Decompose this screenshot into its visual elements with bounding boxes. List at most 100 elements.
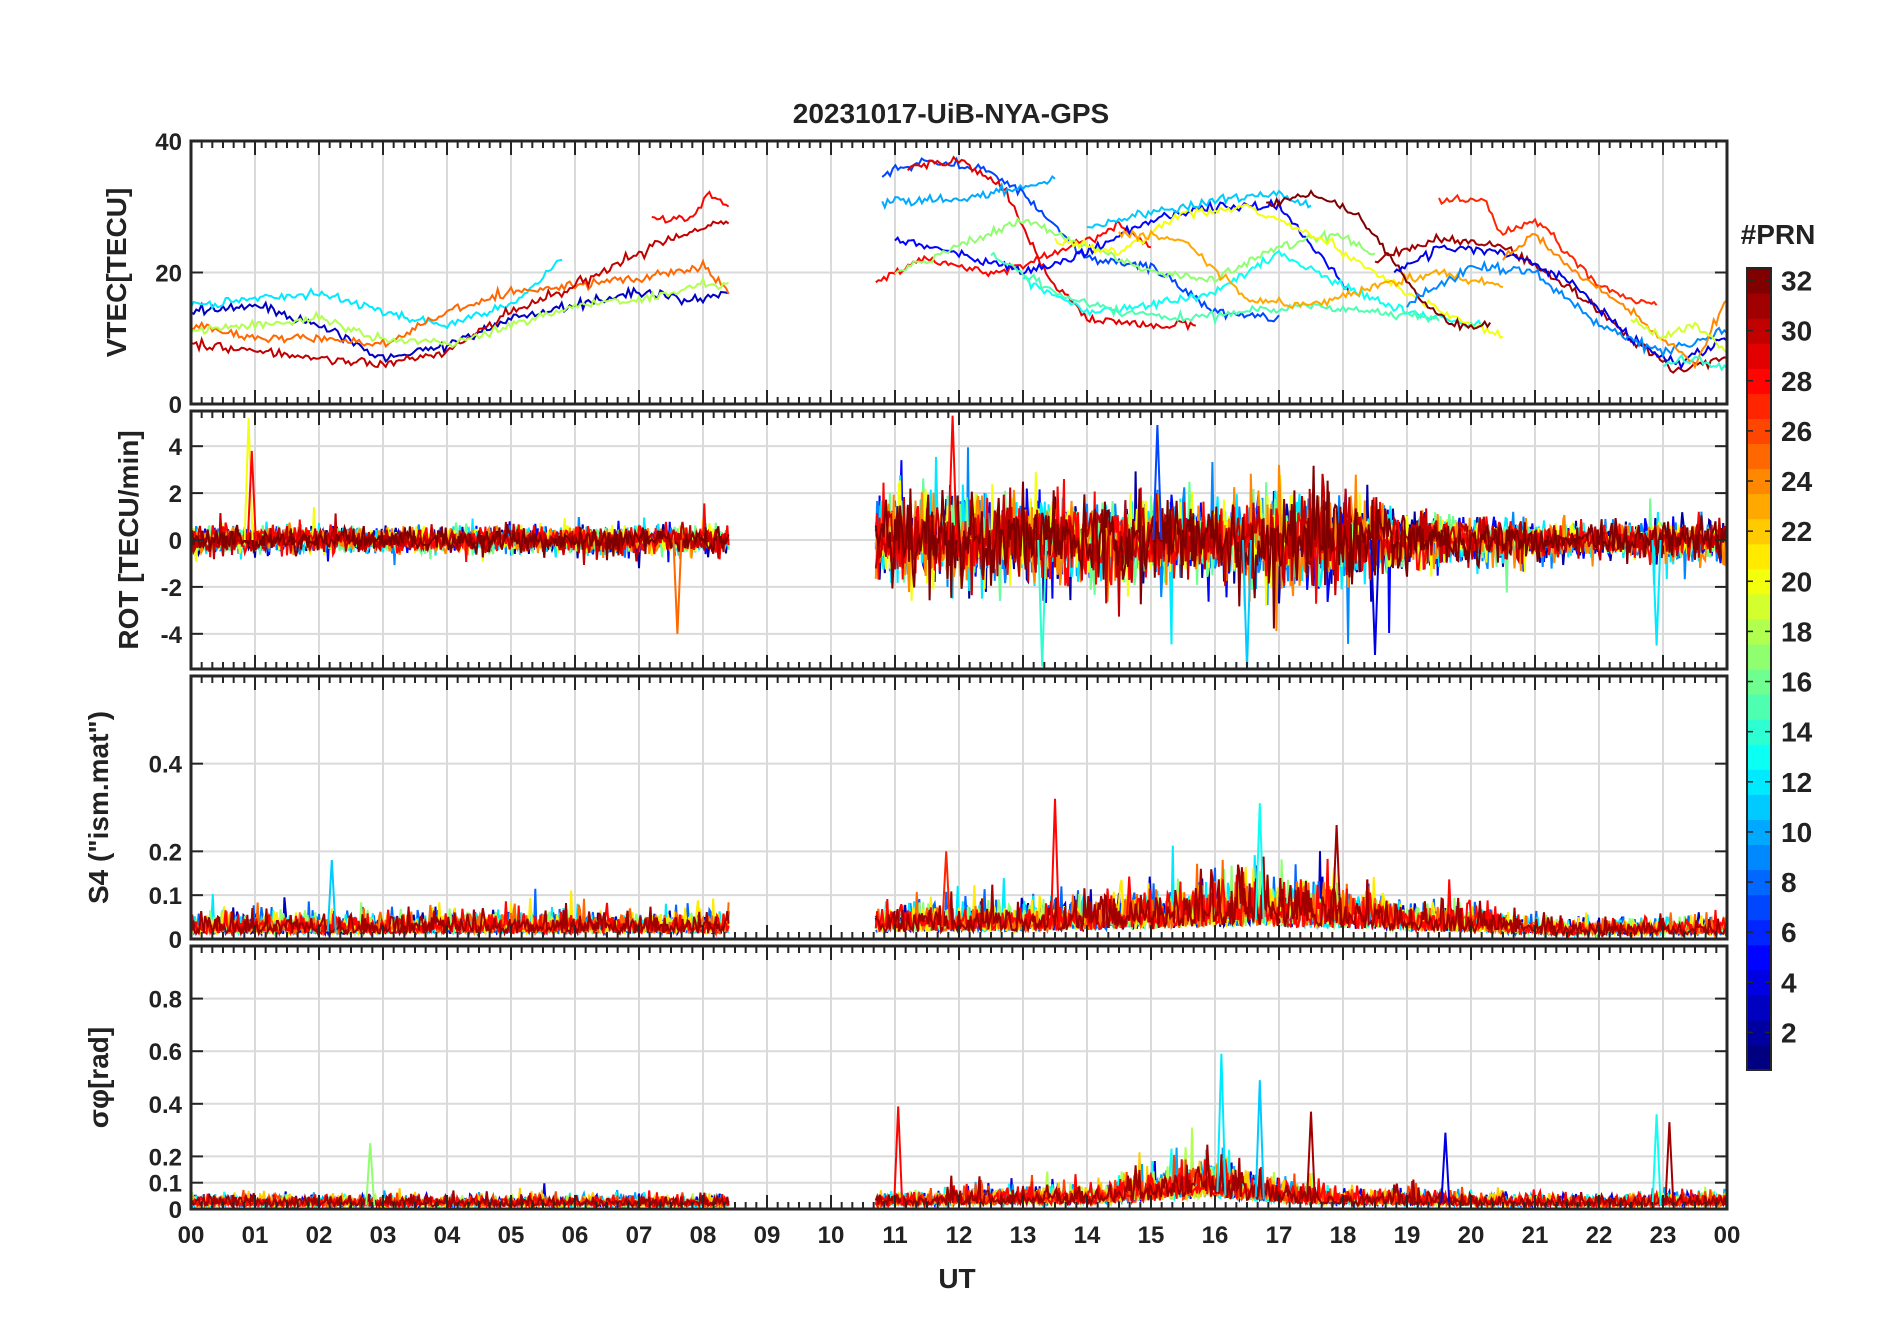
y-tick-label: 0 bbox=[169, 1197, 182, 1224]
x-tick-label: 18 bbox=[1330, 1222, 1357, 1249]
colorbar-swatch bbox=[1747, 744, 1771, 770]
y-tick-label: 0.1 bbox=[149, 883, 182, 910]
rot-spike bbox=[1370, 539, 1380, 655]
y-axis-label: ROT [TECU/min] bbox=[113, 430, 144, 649]
x-tick-label: 05 bbox=[498, 1222, 525, 1249]
y-tick-label: 4 bbox=[169, 434, 183, 461]
vtec-line-prn-20 bbox=[1054, 203, 1504, 340]
vtec-line-prn-9 bbox=[1406, 259, 1727, 359]
vtec-line-prn-29 bbox=[907, 155, 1196, 332]
x-tick-label: 00 bbox=[178, 1222, 205, 1249]
colorbar-swatch bbox=[1747, 343, 1771, 369]
vtec-line-prn-15 bbox=[990, 251, 1440, 326]
x-tick-label: 14 bbox=[1074, 1222, 1101, 1249]
rot-spike bbox=[1651, 539, 1662, 646]
y-tick-label: 0.4 bbox=[149, 752, 183, 779]
y-axis-label: VTEC[TECU] bbox=[101, 188, 132, 358]
sigma_phi-spike bbox=[1306, 1111, 1316, 1203]
colorbar-tick-label: 2 bbox=[1781, 1017, 1797, 1048]
x-tick-label: 04 bbox=[434, 1222, 461, 1249]
colorbar-tick-label: 30 bbox=[1781, 316, 1812, 347]
x-tick-label: 12 bbox=[946, 1222, 973, 1249]
panel-sigma_phi: 00.10.2 0.4 0.6 0.8 σφ[rad] 00 01 02 03 04 05 06 07 0… bbox=[83, 944, 1741, 1249]
colorbar-swatch bbox=[1747, 643, 1771, 670]
x-ticks bbox=[190, 676, 1728, 939]
colorbar-swatch bbox=[1747, 443, 1771, 470]
vtec-line-prn-23 bbox=[1118, 229, 1504, 310]
colorbar-swatch bbox=[1747, 694, 1771, 720]
colorbar-tick-label: 8 bbox=[1781, 867, 1797, 898]
colorbar-tick-label: 6 bbox=[1781, 917, 1797, 948]
colorbar-swatch bbox=[1747, 894, 1771, 921]
colorbar-tick-label: 20 bbox=[1781, 566, 1812, 597]
colorbar-tick-label: 4 bbox=[1781, 967, 1797, 998]
panel-series bbox=[191, 798, 1727, 939]
colorbar-swatch bbox=[1747, 1044, 1771, 1071]
rot-trace-prn-32 bbox=[191, 465, 1727, 629]
x-tick-label: 08 bbox=[690, 1222, 717, 1249]
y-axis-label: σφ[rad] bbox=[83, 1027, 114, 1128]
colorbar-swatch bbox=[1747, 794, 1771, 820]
panel-series bbox=[191, 415, 1727, 669]
x-tick-label: 23 bbox=[1650, 1222, 1677, 1249]
colorbar-tick-label: 24 bbox=[1781, 466, 1813, 497]
s4-spike bbox=[326, 860, 337, 933]
vtec-line-prn-19 bbox=[1630, 316, 1727, 353]
y-tick-label: 0 bbox=[169, 528, 182, 555]
rot-spike bbox=[1152, 425, 1163, 541]
x-tick-label: 00 bbox=[1714, 1222, 1741, 1249]
s4-spike bbox=[1050, 798, 1060, 929]
x-tick-label: 11 bbox=[882, 1222, 907, 1249]
sigma_phi-spike bbox=[1216, 1053, 1227, 1196]
y-tick-label: 0 bbox=[169, 927, 182, 954]
x-tick-label: 01 bbox=[242, 1222, 269, 1249]
chart-title: 20231017-UiB-NYA-GPS bbox=[793, 98, 1109, 129]
rot-spike bbox=[947, 415, 958, 541]
sigma_phi-spike bbox=[1440, 1132, 1451, 1205]
x-ticks bbox=[190, 946, 1728, 1209]
x-tick-label: 15 bbox=[1138, 1222, 1165, 1249]
colorbar-tick-label: 12 bbox=[1781, 767, 1812, 798]
rot-spike bbox=[1037, 539, 1048, 667]
colorbar-tick-label: 14 bbox=[1781, 717, 1813, 748]
colorbar-swatch bbox=[1747, 844, 1771, 871]
x-tick-label: 13 bbox=[1010, 1222, 1037, 1249]
vtec-line-prn-12 bbox=[191, 258, 563, 330]
colorbar-tick-label: 22 bbox=[1781, 516, 1812, 547]
vtec-line-prn-4 bbox=[1393, 244, 1727, 371]
sigma_phi-spike bbox=[893, 1106, 904, 1205]
vtec-line-prn-30 bbox=[191, 219, 730, 369]
colorbar-swatch bbox=[1747, 293, 1771, 319]
colorbar-swatch bbox=[1747, 493, 1771, 520]
y-tick-label: 40 bbox=[155, 129, 182, 156]
sigma_phi-spike bbox=[365, 1143, 376, 1206]
y-tick-label: 0.8 bbox=[149, 987, 182, 1014]
sigma_phi-spike bbox=[1254, 1080, 1265, 1200]
y-axis-label: S4 ("ism.mat") bbox=[83, 711, 114, 904]
colorbar-label: #PRN bbox=[1741, 219, 1816, 250]
x-tick-label: 20 bbox=[1458, 1222, 1485, 1249]
x-tick-label: 06 bbox=[562, 1222, 589, 1249]
y-tick-label: 0.6 bbox=[149, 1039, 182, 1066]
vtec-line-prn-11 bbox=[1086, 189, 1312, 229]
vtec-line-prn-25 bbox=[191, 258, 730, 349]
sigma_phi-spike bbox=[1651, 1114, 1662, 1205]
colorbar-tick-label: 16 bbox=[1781, 667, 1812, 698]
colorbar-frame bbox=[1746, 267, 1772, 1071]
x-tick-label: 17 bbox=[1266, 1222, 1293, 1249]
panel-grid bbox=[191, 676, 1727, 939]
x-ticks bbox=[190, 411, 1728, 669]
s4-spike bbox=[1331, 824, 1342, 925]
x-tick-label: 07 bbox=[626, 1222, 653, 1249]
colorbar-tick-label: 28 bbox=[1781, 366, 1812, 397]
s4-spike bbox=[1254, 803, 1265, 924]
x-tick-label: 09 bbox=[754, 1222, 781, 1249]
colorbar-tick-label: 18 bbox=[1781, 616, 1812, 647]
x-tick-label: 02 bbox=[306, 1222, 333, 1249]
y-tick-label: -4 bbox=[161, 622, 183, 649]
y-tick-label: -2 bbox=[161, 575, 182, 602]
vtec-line-prn-27 bbox=[1438, 193, 1658, 306]
colorbar-swatch bbox=[1747, 593, 1771, 620]
